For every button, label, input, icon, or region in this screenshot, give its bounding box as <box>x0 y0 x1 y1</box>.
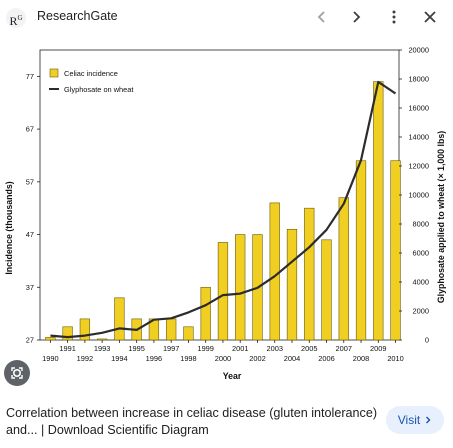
bar-2004 <box>286 228 298 341</box>
x-tick-label-2001: 2001 <box>232 344 248 353</box>
y2-tick-label: 6000 <box>413 249 429 258</box>
bar-2009 <box>373 81 384 341</box>
x-tick-label-2010: 2010 <box>387 354 403 363</box>
x-tick-label-1996: 1996 <box>146 354 162 363</box>
y2-tick-label: 20000 <box>408 46 429 55</box>
y2-tick-label: 10000 <box>408 191 429 200</box>
x-tick-label-2000: 2000 <box>215 354 231 363</box>
glyphosate-line <box>50 80 397 339</box>
site-name[interactable]: ResearchGate <box>37 9 118 23</box>
y2-tick-label: 0 <box>425 336 429 345</box>
bar-1990 <box>45 337 56 341</box>
x-tick-label-2006: 2006 <box>318 354 334 363</box>
y2-tick-label: 12000 <box>408 162 429 171</box>
visit-label: Visit <box>397 413 421 427</box>
bar-1999 <box>200 286 211 341</box>
next-button[interactable] <box>344 5 368 29</box>
y-tick-label: 37 <box>26 283 34 292</box>
logo-superscript: G <box>17 14 23 22</box>
y2-axis-title: Glyphosate applied to wheat (× 1,000 lbs… <box>436 131 446 303</box>
x-tick-label-2002: 2002 <box>249 354 265 363</box>
x-tick-label-2004: 2004 <box>284 354 300 363</box>
more-options-button[interactable] <box>382 5 406 29</box>
x-tick-label-2003: 2003 <box>267 344 283 353</box>
close-button[interactable] <box>418 5 442 29</box>
lens-icon <box>11 367 23 379</box>
bar-2001 <box>235 234 246 341</box>
bar-1994 <box>114 297 125 341</box>
y-axis-title: Incidence (thousands) <box>4 181 14 274</box>
y2-tick-label: 2000 <box>413 307 429 316</box>
researchgate-logo[interactable]: RG <box>6 8 26 28</box>
visual-search-button[interactable] <box>4 360 30 386</box>
x-tick-label-2009: 2009 <box>370 344 386 353</box>
close-icon <box>424 11 436 23</box>
bar-1998 <box>183 326 194 341</box>
y-tick-label: 57 <box>26 177 34 186</box>
x-tick-label-1994: 1994 <box>111 354 127 363</box>
image-preview[interactable]: 27 37 47 57 67 77 0 2000 4000 6000 8000 10000 12000 1… <box>0 34 453 388</box>
x-tick-label-2008: 2008 <box>353 354 369 363</box>
bar-1993 <box>97 338 108 341</box>
y2-tick-label: 4000 <box>413 278 429 287</box>
x-tick-label-1993: 1993 <box>94 344 110 353</box>
chevron-left-icon <box>317 11 325 23</box>
legend-label-line: Glyphosate on wheat <box>64 85 133 94</box>
x-tick-label-1997: 1997 <box>163 344 179 353</box>
y-tick-label: 67 <box>26 125 34 134</box>
x-tick-label-2007: 2007 <box>336 344 352 353</box>
x-tick-label-1991: 1991 <box>59 344 75 353</box>
visit-button[interactable]: Visit <box>386 406 444 434</box>
y-tick-label: 27 <box>26 336 34 345</box>
y-tick-label: 77 <box>26 72 34 81</box>
y2-tick-label: 16000 <box>408 104 429 113</box>
x-tick-label-1990: 1990 <box>42 354 58 363</box>
more-vert-icon <box>392 10 396 24</box>
x-tick-label-1992: 1992 <box>77 354 93 363</box>
bar-1997 <box>166 318 177 341</box>
chevron-right-icon <box>353 11 361 23</box>
logo-letter: R <box>9 14 18 28</box>
y-tick-label: 47 <box>26 230 34 239</box>
y2-tick-label: 14000 <box>408 133 429 142</box>
x-tick-label-2005: 2005 <box>301 344 317 353</box>
celiac-glyphosate-chart: 27 37 47 57 67 77 0 2000 4000 6000 8000 10000 12000 1… <box>4 46 446 381</box>
legend-label-bar: Celiac incidence <box>64 69 118 78</box>
result-caption[interactable]: Correlation between increase in celiac d… <box>6 406 378 437</box>
x-tick-label-1995: 1995 <box>128 344 144 353</box>
bar-2008 <box>355 160 367 341</box>
x-axis-title: Year <box>223 371 242 381</box>
bar-2005 <box>304 207 315 341</box>
y2-tick-label: 8000 <box>413 220 429 229</box>
bar-2000 <box>217 242 229 341</box>
bar-2006 <box>321 239 332 341</box>
bar-2007 <box>338 197 349 341</box>
x-tick-label-1998: 1998 <box>180 354 196 363</box>
y2-tick-label: 18000 <box>408 75 429 84</box>
bar-2010 <box>390 160 401 341</box>
bar-2003 <box>269 202 280 341</box>
x-tick-label-1999: 1999 <box>197 344 213 353</box>
result-header: RG ResearchGate <box>0 0 453 34</box>
previous-button[interactable] <box>310 5 334 29</box>
legend-swatch-bar <box>49 68 59 78</box>
chevron-right-icon <box>426 416 431 424</box>
